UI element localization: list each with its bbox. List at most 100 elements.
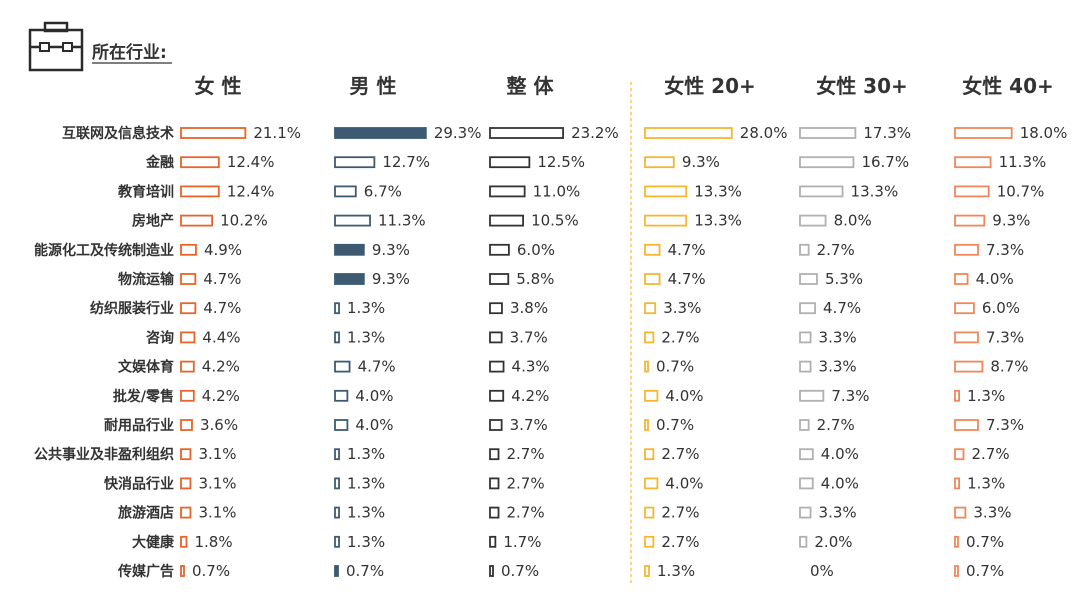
data-label: 2.7% <box>661 328 699 346</box>
data-label: 4.0% <box>821 474 859 492</box>
bar <box>180 448 192 461</box>
bar <box>180 389 195 402</box>
bar <box>489 389 505 402</box>
data-label: 6.0% <box>517 241 555 259</box>
data-label: 3.7% <box>510 416 548 434</box>
bar <box>954 506 967 519</box>
data-label: 3.3% <box>819 328 857 346</box>
bar <box>799 127 857 139</box>
series-header: 男 性 <box>350 74 397 98</box>
data-label: 0.7% <box>346 562 384 580</box>
bar <box>334 448 340 461</box>
bar <box>180 156 220 169</box>
data-label: 2.7% <box>661 504 699 522</box>
bar <box>799 185 844 198</box>
data-label: 12.4% <box>227 153 275 171</box>
data-label: 4.7% <box>823 299 861 317</box>
data-label: 6.0% <box>982 299 1020 317</box>
data-label: 10.5% <box>531 212 579 230</box>
data-label: 1.3% <box>347 445 385 463</box>
data-label: 7.3% <box>986 241 1024 259</box>
bar <box>954 360 984 373</box>
bar <box>644 360 649 373</box>
data-label: 5.8% <box>516 270 554 288</box>
bar <box>644 389 659 402</box>
data-label: 1.3% <box>347 533 385 551</box>
data-label: 28.0% <box>740 124 788 142</box>
data-label: 1.3% <box>967 474 1005 492</box>
data-label: 1.3% <box>657 562 695 580</box>
data-label: 13.3% <box>694 212 742 230</box>
data-label: 4.0% <box>665 387 703 405</box>
data-label: 4.0% <box>665 474 703 492</box>
data-label: 0.7% <box>501 562 539 580</box>
data-label: 3.3% <box>973 504 1011 522</box>
data-label: 4.0% <box>976 270 1014 288</box>
data-label: 4.7% <box>203 270 241 288</box>
data-label: 12.7% <box>382 153 430 171</box>
bar <box>644 565 650 577</box>
bar <box>489 127 564 139</box>
bar <box>799 273 818 285</box>
bar <box>489 477 500 490</box>
bar <box>799 389 825 402</box>
bar <box>334 273 365 285</box>
data-label: 23.2% <box>571 124 619 142</box>
bar <box>954 565 959 577</box>
data-label: 0.7% <box>966 533 1004 551</box>
bar <box>334 535 340 548</box>
category-label: 快消品行业 <box>104 475 174 492</box>
bar <box>180 477 192 490</box>
bar <box>334 214 371 227</box>
bar <box>334 185 357 198</box>
data-label: 11.3% <box>378 212 426 230</box>
bar <box>954 214 986 227</box>
data-label: 2.7% <box>817 416 855 434</box>
bar <box>644 273 661 285</box>
data-label: 2.7% <box>661 445 699 463</box>
data-label: 4.2% <box>202 387 240 405</box>
bar <box>180 243 197 256</box>
data-label: 4.7% <box>203 299 241 317</box>
bar <box>644 331 655 344</box>
bar <box>954 535 959 548</box>
data-label: 1.8% <box>194 533 232 551</box>
category-label: 旅游酒店 <box>118 505 174 522</box>
bar <box>489 535 497 548</box>
bar <box>954 156 992 169</box>
bar <box>799 448 814 461</box>
bar <box>180 302 197 315</box>
data-label: 2.0% <box>814 533 852 551</box>
data-label: 3.7% <box>510 328 548 346</box>
bar <box>644 214 688 227</box>
bar <box>799 535 808 548</box>
briefcase-icon <box>28 21 84 72</box>
category-label: 公共事业及非盈利组织 <box>34 446 174 463</box>
bar <box>799 331 812 344</box>
data-label: 0.7% <box>656 416 694 434</box>
bar <box>799 506 812 519</box>
bar <box>180 331 196 344</box>
category-label: 房地产 <box>132 213 174 230</box>
category-label: 文娱体育 <box>118 359 174 376</box>
series-header: 女性 20+ <box>664 74 756 98</box>
data-label: 3.1% <box>198 474 236 492</box>
category-label: 大健康 <box>132 534 175 551</box>
bar <box>180 214 214 227</box>
bar <box>489 360 505 373</box>
bar <box>334 419 349 431</box>
data-label: 4.4% <box>202 328 240 346</box>
bar <box>954 389 960 402</box>
bar <box>644 506 655 519</box>
data-label: 3.3% <box>819 358 857 376</box>
data-label: 13.3% <box>694 182 742 200</box>
data-label: 4.7% <box>668 270 706 288</box>
category-label: 耐用品行业 <box>104 417 174 434</box>
bar <box>799 477 814 490</box>
data-label: 2.7% <box>507 504 545 522</box>
series-header: 女 性 <box>195 74 242 98</box>
bar <box>334 360 351 373</box>
bar <box>799 156 855 169</box>
data-label: 7.3% <box>986 416 1024 434</box>
